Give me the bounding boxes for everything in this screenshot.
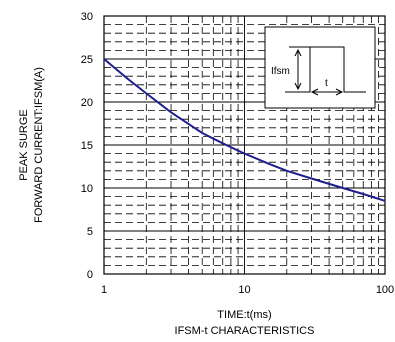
x-tick-labels: 1 10 100 <box>101 284 394 296</box>
x-tick-label: 100 <box>376 284 394 296</box>
pulse-inset: Ifsm t <box>264 26 376 109</box>
inset-box <box>264 26 376 109</box>
x-tick-label: 10 <box>238 284 250 296</box>
y-tick-label: 10 <box>81 183 93 195</box>
inset-ifsm-label: Ifsm <box>271 66 290 77</box>
grid <box>104 16 385 274</box>
y-axis-title-line-1: PEAK SURGE <box>18 109 30 181</box>
y-tick-label: 15 <box>81 140 93 152</box>
series-line <box>103 58 386 202</box>
y-tick-label: 20 <box>81 97 93 109</box>
x-tick-label: 1 <box>101 284 107 296</box>
inset-pulse-waveform <box>285 46 366 93</box>
x-axis-title: TIME:t(ms) <box>217 309 271 321</box>
y-tick-label: 5 <box>87 226 93 238</box>
y-tick-label: 30 <box>81 11 93 23</box>
y-axis-title-line-2: FORWARD CURRENT:IFSM(A) <box>33 67 45 223</box>
inset-t-label: t <box>325 78 328 89</box>
y-tick-label: 25 <box>81 54 93 66</box>
y-tick-labels: 0 5 10 15 20 25 30 <box>81 11 93 281</box>
inset-t-arrow <box>310 88 344 96</box>
chart-caption: IFSM-t CHARACTERISTICS <box>175 325 315 337</box>
y-tick-label: 0 <box>87 269 93 281</box>
plot-frame <box>103 15 386 275</box>
inset-ifsm-arrow <box>289 46 310 91</box>
series-layer <box>103 58 386 202</box>
